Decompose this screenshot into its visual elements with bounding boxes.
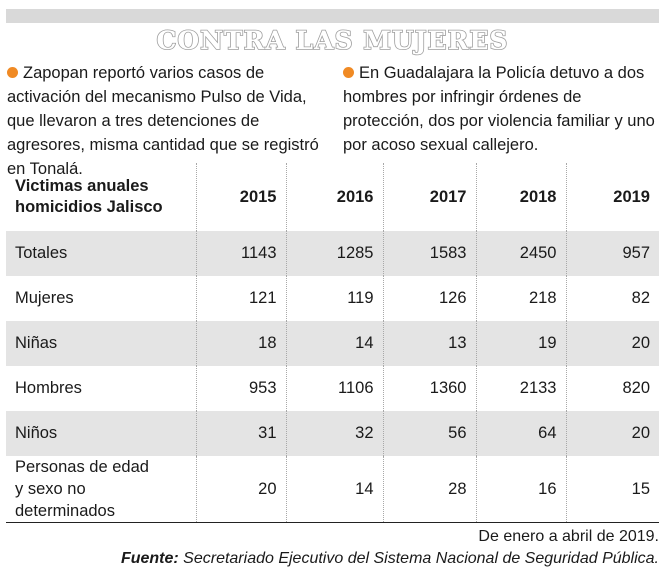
table-row-totales: Totales 1143 1285 1583 2450 957 bbox=[6, 231, 659, 276]
table-cell: 20 bbox=[196, 456, 287, 523]
row-label: Hombres bbox=[6, 366, 197, 411]
table-cell: 1106 bbox=[286, 366, 384, 411]
table-row-mujeres: Mujeres 121 119 126 218 82 bbox=[6, 276, 659, 321]
row-label: Niños bbox=[6, 411, 197, 456]
table-cell: 126 bbox=[383, 276, 477, 321]
intro-paragraph-left: Zapopan reportó varios casos de activaci… bbox=[7, 61, 327, 181]
period-note: De enero a abril de 2019. bbox=[478, 528, 659, 545]
table-cell: 957 bbox=[566, 231, 659, 276]
header-line-2: homicidios Jalisco bbox=[15, 198, 163, 216]
table-cell: 31 bbox=[196, 411, 287, 456]
table-header-row: Victimas anuales homicidios Jalisco 2015 … bbox=[6, 163, 659, 231]
intro-right-text: En Guadalajara la Policía detuvo a dos h… bbox=[343, 64, 655, 154]
header-line-1: Victimas anuales bbox=[15, 177, 149, 195]
row-label: Mujeres bbox=[6, 276, 197, 321]
table-cell: 18 bbox=[196, 321, 287, 366]
row-label-line-1: Personas de edad bbox=[15, 458, 149, 476]
bullet-icon bbox=[7, 67, 18, 78]
year-header: 2017 bbox=[383, 163, 477, 231]
year-header: 2016 bbox=[286, 163, 384, 231]
table-row-ninas: Niñas 18 14 13 19 20 bbox=[6, 321, 659, 366]
intro-left-text: Zapopan reportó varios casos de activaci… bbox=[7, 64, 319, 178]
table-cell: 16 bbox=[476, 456, 567, 523]
row-label: Personas de edad y sexo no determinados bbox=[6, 456, 197, 523]
row-label-line-2: y sexo no determinados bbox=[15, 480, 115, 520]
source-note: Fuente: Secretariado Ejecutivo del Siste… bbox=[121, 550, 659, 568]
table-cell: 14 bbox=[286, 456, 384, 523]
table-cell: 2450 bbox=[476, 231, 567, 276]
table-cell: 820 bbox=[622, 379, 650, 397]
table-cell: 14 bbox=[286, 321, 384, 366]
table-cell: 119 bbox=[286, 276, 384, 321]
homicide-table: Victimas anuales homicidios Jalisco 2015 … bbox=[6, 163, 659, 523]
table-row-hombres: Hombres 953 1106 1360 2133 820 bbox=[6, 366, 659, 411]
bullet-icon bbox=[343, 67, 354, 78]
year-header: 2019 bbox=[613, 187, 650, 206]
table-cell: 1143 bbox=[196, 231, 287, 276]
table-row-ninos: Niños 31 32 56 64 20 bbox=[6, 411, 659, 456]
row-label: Totales bbox=[6, 231, 197, 276]
page-title: CONTRA LAS MUJERES bbox=[156, 25, 509, 56]
table-row-no-determinados: Personas de edad y sexo no determinados 2… bbox=[6, 456, 659, 523]
table-cell: 82 bbox=[631, 289, 650, 307]
table-cell: 15 bbox=[631, 480, 650, 498]
table-cell: 20 bbox=[566, 321, 659, 366]
table-cell: 32 bbox=[286, 411, 384, 456]
table-cell: 56 bbox=[383, 411, 477, 456]
table-cell: 1285 bbox=[286, 231, 384, 276]
table-cell: 13 bbox=[383, 321, 477, 366]
intro-paragraph-right: En Guadalajara la Policía detuvo a dos h… bbox=[343, 61, 661, 157]
table-cell: 953 bbox=[196, 366, 287, 411]
table-cell: 28 bbox=[383, 456, 477, 523]
year-header: 2018 bbox=[476, 163, 567, 231]
table-cell: 1360 bbox=[383, 366, 477, 411]
table-header-label: Victimas anuales homicidios Jalisco bbox=[6, 163, 197, 231]
table-cell: 121 bbox=[196, 276, 287, 321]
row-label: Niñas bbox=[6, 321, 197, 366]
table-cell: 20 bbox=[566, 411, 659, 456]
table-cell: 218 bbox=[476, 276, 567, 321]
source-text: Secretariado Ejecutivo del Sistema Nacio… bbox=[178, 550, 659, 567]
table-cell: 1583 bbox=[383, 231, 477, 276]
table-cell: 19 bbox=[476, 321, 567, 366]
year-header: 2015 bbox=[196, 163, 287, 231]
table-cell: 2133 bbox=[476, 366, 567, 411]
header-rule bbox=[6, 9, 659, 23]
table-cell: 64 bbox=[476, 411, 567, 456]
source-label: Fuente: bbox=[120, 550, 179, 567]
